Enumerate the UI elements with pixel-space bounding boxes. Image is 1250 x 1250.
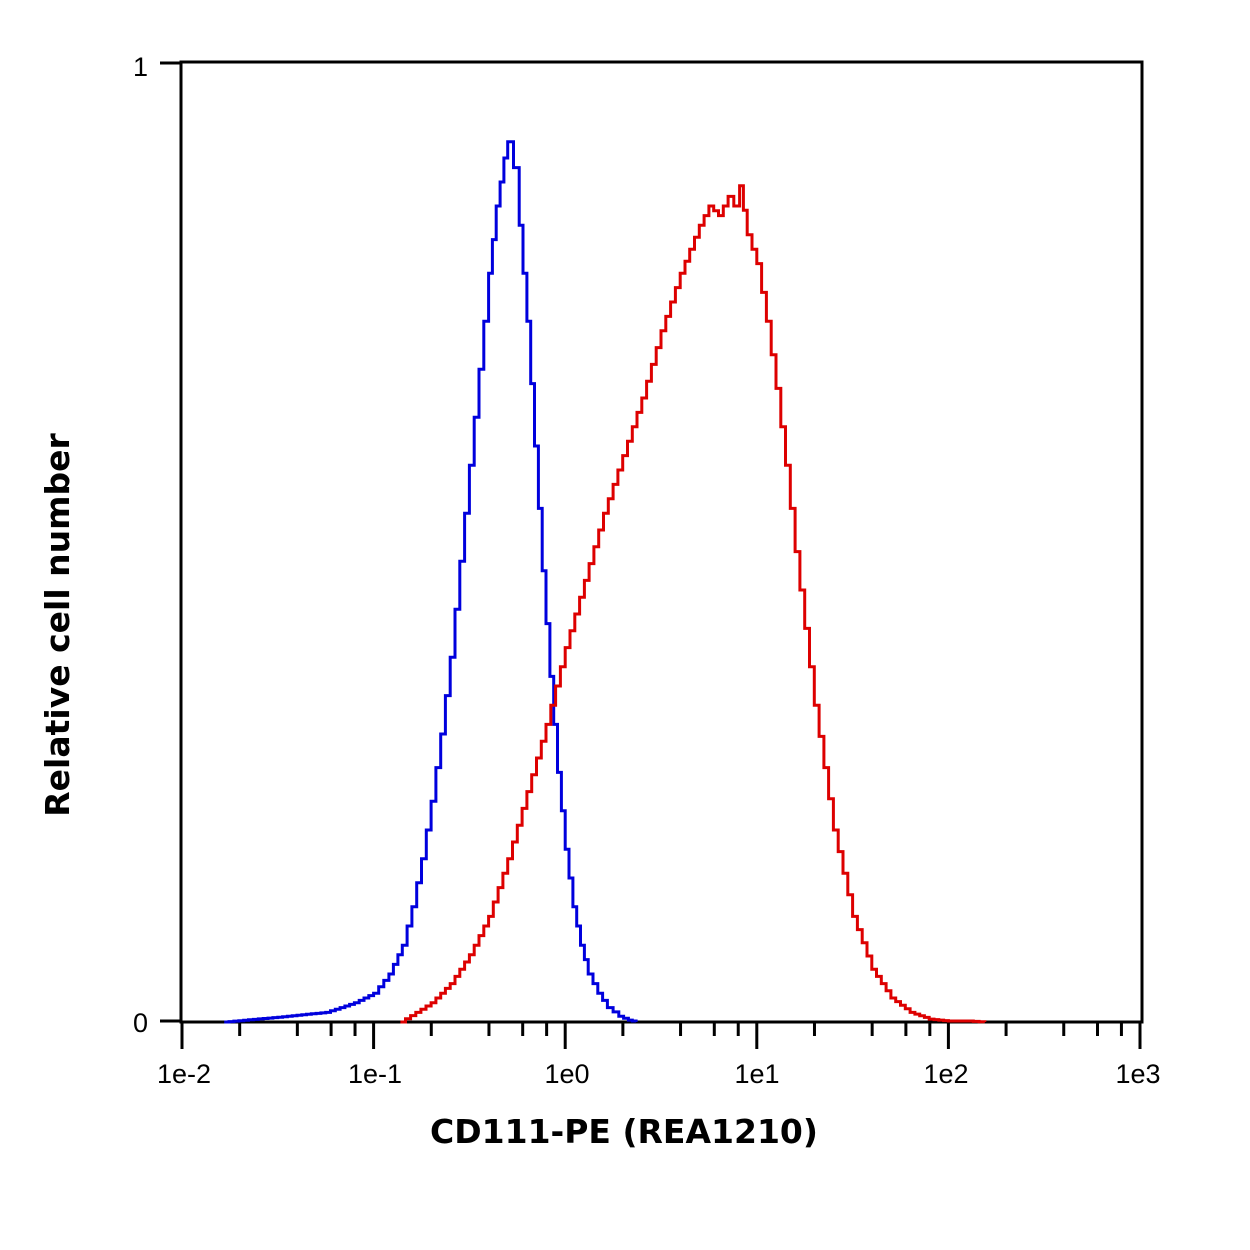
x-tick-label-1e0: 1e0 xyxy=(544,1059,589,1089)
x-tick-label-1e1: 1e1 xyxy=(734,1059,779,1089)
plot-frame xyxy=(179,60,1144,1024)
y-axis-title: Relative cell number xyxy=(38,433,77,817)
y-tick-label-0: 0 xyxy=(133,1008,148,1038)
x-tick-label-1e3: 1e3 xyxy=(1115,1059,1160,1089)
x-axis-ticks xyxy=(180,1022,1142,1049)
cd111-pe-histogram-line xyxy=(400,184,987,1024)
x-tick-label-1e-1: 1e-1 xyxy=(348,1059,402,1089)
x-tick-label-1e2: 1e2 xyxy=(923,1059,968,1089)
x-axis-title: CD111-PE (REA1210) xyxy=(430,1112,818,1151)
x-tick-label-1e-2: 1e-2 xyxy=(157,1059,211,1089)
y-tick-label-1: 1 xyxy=(133,52,148,82)
control-histogram-line xyxy=(224,140,638,1024)
